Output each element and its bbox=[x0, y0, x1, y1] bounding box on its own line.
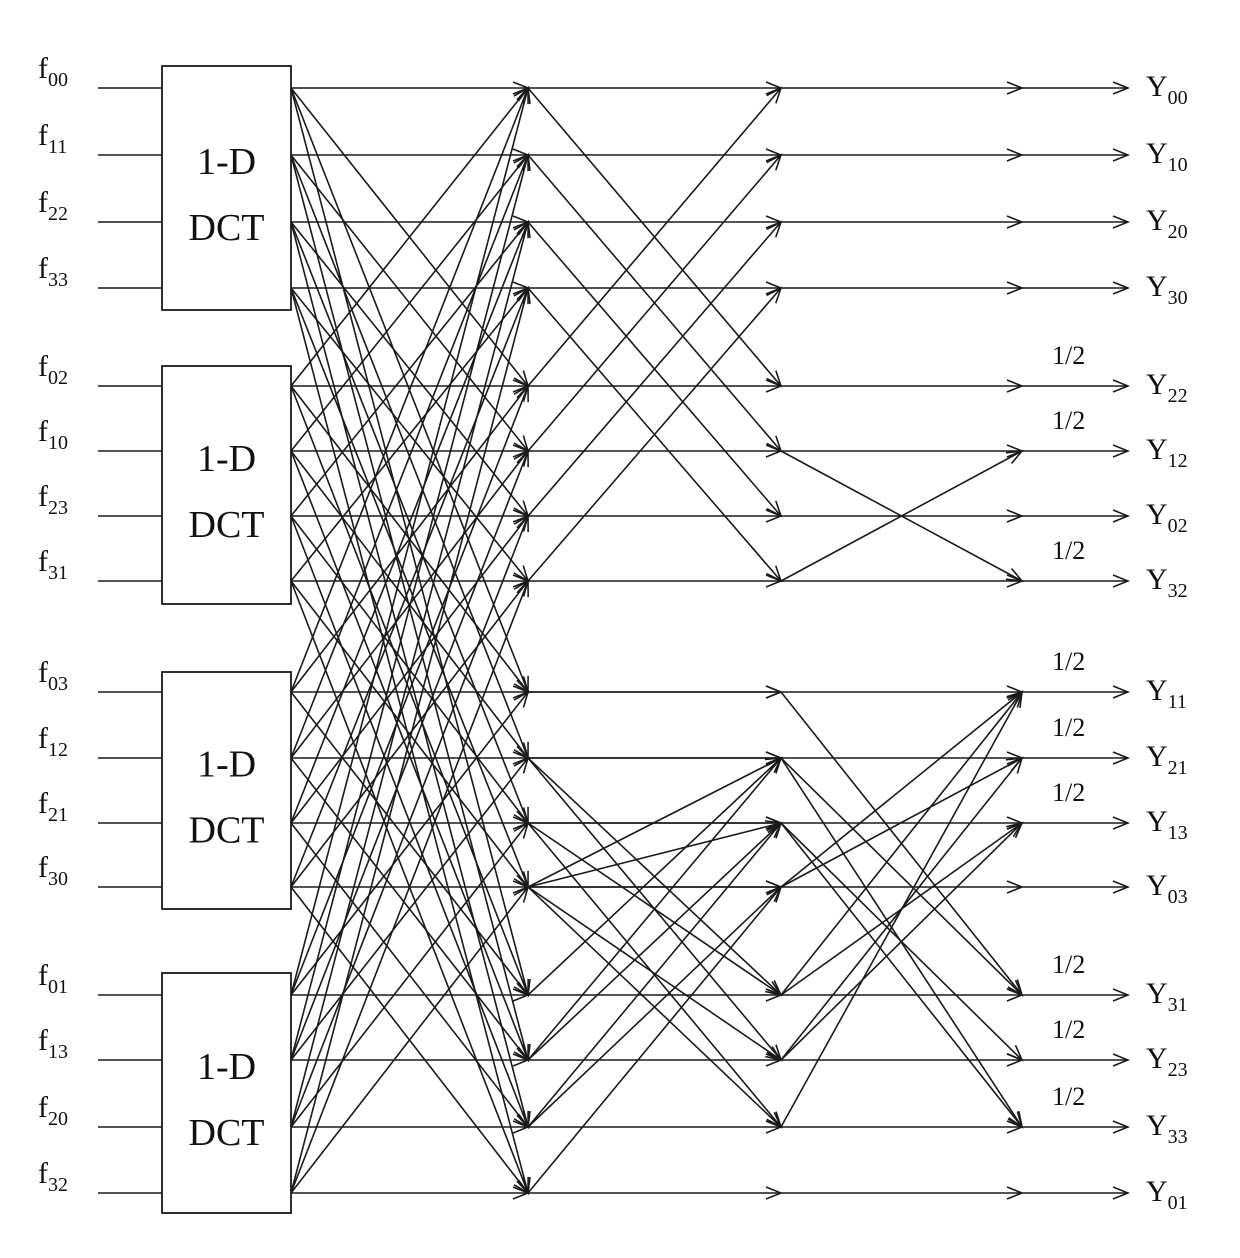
scale-factor-label: 1/2 bbox=[1052, 1015, 1085, 1044]
input-label: f31 bbox=[38, 545, 68, 584]
output-label: Y12 bbox=[1146, 433, 1188, 472]
output-label: Y30 bbox=[1146, 270, 1188, 309]
stage3-wire bbox=[780, 758, 1022, 888]
dct-block bbox=[161, 65, 292, 311]
stage1-wire bbox=[290, 155, 528, 452]
stage2-wire bbox=[527, 758, 781, 1061]
dct-block-label-top: 1-D bbox=[197, 1046, 256, 1088]
output-label: Y31 bbox=[1146, 977, 1188, 1016]
stage1-wire bbox=[290, 222, 528, 1128]
input-label: f21 bbox=[38, 787, 68, 826]
input-label: f32 bbox=[38, 1157, 68, 1196]
dct-block-label-bottom: DCT bbox=[189, 1112, 265, 1154]
connection-lines bbox=[98, 88, 1128, 1193]
stage2-wire bbox=[527, 887, 781, 1194]
stage2-wire bbox=[527, 288, 781, 582]
scale-factor-label: 1/2 bbox=[1052, 778, 1085, 807]
input-label: f22 bbox=[38, 186, 68, 225]
stage3-wire bbox=[780, 692, 1022, 888]
input-label: f02 bbox=[38, 350, 68, 389]
input-label: f00 bbox=[38, 52, 68, 91]
output-label: Y32 bbox=[1146, 563, 1188, 602]
dct-block-label-bottom: DCT bbox=[189, 207, 265, 249]
output-label: Y22 bbox=[1146, 368, 1188, 407]
stage3-wire bbox=[780, 822, 1022, 1127]
dct-block bbox=[161, 671, 292, 910]
stage1-wire bbox=[290, 288, 528, 888]
dct-block-label-top: 1-D bbox=[197, 141, 256, 183]
stage2-wire bbox=[527, 823, 781, 1128]
stage1-wire bbox=[290, 451, 528, 1061]
stage1-wire bbox=[290, 88, 528, 693]
stage2-wire bbox=[527, 887, 781, 1128]
input-label: f12 bbox=[38, 722, 68, 761]
stage1-wire bbox=[290, 692, 528, 996]
stage2-wire bbox=[527, 823, 781, 888]
stage1-wire bbox=[290, 887, 528, 1194]
output-label: Y01 bbox=[1146, 1175, 1188, 1214]
scale-factor-label: 1/2 bbox=[1052, 713, 1085, 742]
stage1-wire bbox=[290, 88, 528, 387]
input-label: f30 bbox=[38, 851, 68, 890]
dct-block-label-top: 1-D bbox=[197, 438, 256, 480]
dct-block bbox=[161, 365, 292, 605]
input-label: f10 bbox=[38, 415, 68, 454]
stage1-wire bbox=[290, 222, 528, 824]
output-label: Y11 bbox=[1146, 674, 1187, 713]
output-label: Y23 bbox=[1146, 1042, 1188, 1081]
stage1-wire bbox=[290, 823, 528, 1128]
stage2-wire bbox=[527, 758, 781, 888]
output-label: Y03 bbox=[1146, 869, 1188, 908]
output-label: Y21 bbox=[1146, 740, 1188, 779]
scale-factor-label: 1/2 bbox=[1052, 536, 1085, 565]
output-label: Y10 bbox=[1146, 137, 1188, 176]
stage1-wire bbox=[290, 386, 528, 996]
stage2-wire bbox=[527, 886, 781, 1060]
stage2-wire bbox=[527, 155, 781, 452]
scale-factor-label: 1/2 bbox=[1052, 950, 1085, 979]
stage3-wire bbox=[780, 757, 1022, 995]
stage1-wire bbox=[290, 288, 528, 1194]
dct-blocks: 1-D DCT 1-D DCT 1-D DCT 1-D DCT bbox=[161, 65, 292, 1214]
stage1-wire bbox=[290, 516, 528, 1128]
stage3-wire bbox=[780, 692, 1022, 996]
stage1-wire bbox=[290, 581, 528, 888]
output-label: Y02 bbox=[1146, 498, 1188, 537]
stage1-wire bbox=[290, 222, 528, 517]
dct-block-label-bottom: DCT bbox=[189, 810, 265, 852]
input-label: f20 bbox=[38, 1091, 68, 1130]
stage1-wire bbox=[290, 581, 528, 1194]
dct-block-label-top: 1-D bbox=[197, 744, 256, 786]
scale-factor-label: 1/2 bbox=[1052, 341, 1085, 370]
stage1-wire bbox=[290, 88, 528, 996]
output-label: Y33 bbox=[1146, 1109, 1188, 1148]
stage1-wire bbox=[290, 758, 528, 1061]
stage1-wire bbox=[290, 288, 528, 582]
stage1-wire bbox=[290, 516, 528, 824]
scale-factor-label: 1/2 bbox=[1052, 406, 1085, 435]
input-label: f13 bbox=[38, 1024, 68, 1063]
input-label: f11 bbox=[38, 119, 67, 158]
stage2-wire bbox=[527, 823, 781, 1061]
dct-block-label-bottom: DCT bbox=[189, 504, 265, 546]
dct-block bbox=[161, 972, 292, 1214]
stage1-wire bbox=[290, 155, 528, 1061]
input-label: f01 bbox=[38, 959, 68, 998]
output-label: Y00 bbox=[1146, 70, 1188, 109]
stage1-wire bbox=[290, 155, 528, 759]
stage2-wire bbox=[527, 222, 781, 517]
stage3-wire bbox=[780, 692, 1022, 1128]
output-label: Y13 bbox=[1146, 805, 1188, 844]
stage2-wire bbox=[527, 758, 781, 996]
input-label: f03 bbox=[38, 656, 68, 695]
output-label: Y20 bbox=[1146, 204, 1188, 243]
stage3-wire bbox=[780, 823, 1022, 1061]
scale-factor-label: 1/2 bbox=[1052, 647, 1085, 676]
signal-labels: f00 f11 f22 f33 f02 f10 f23 f31 f03 f12 f21 f30 f01 f… bbox=[38, 52, 1188, 1214]
scale-factor-label: 1/2 bbox=[1052, 1082, 1085, 1111]
input-label: f23 bbox=[38, 480, 68, 519]
input-label: f33 bbox=[38, 252, 68, 291]
stage3-wire bbox=[780, 451, 1022, 582]
